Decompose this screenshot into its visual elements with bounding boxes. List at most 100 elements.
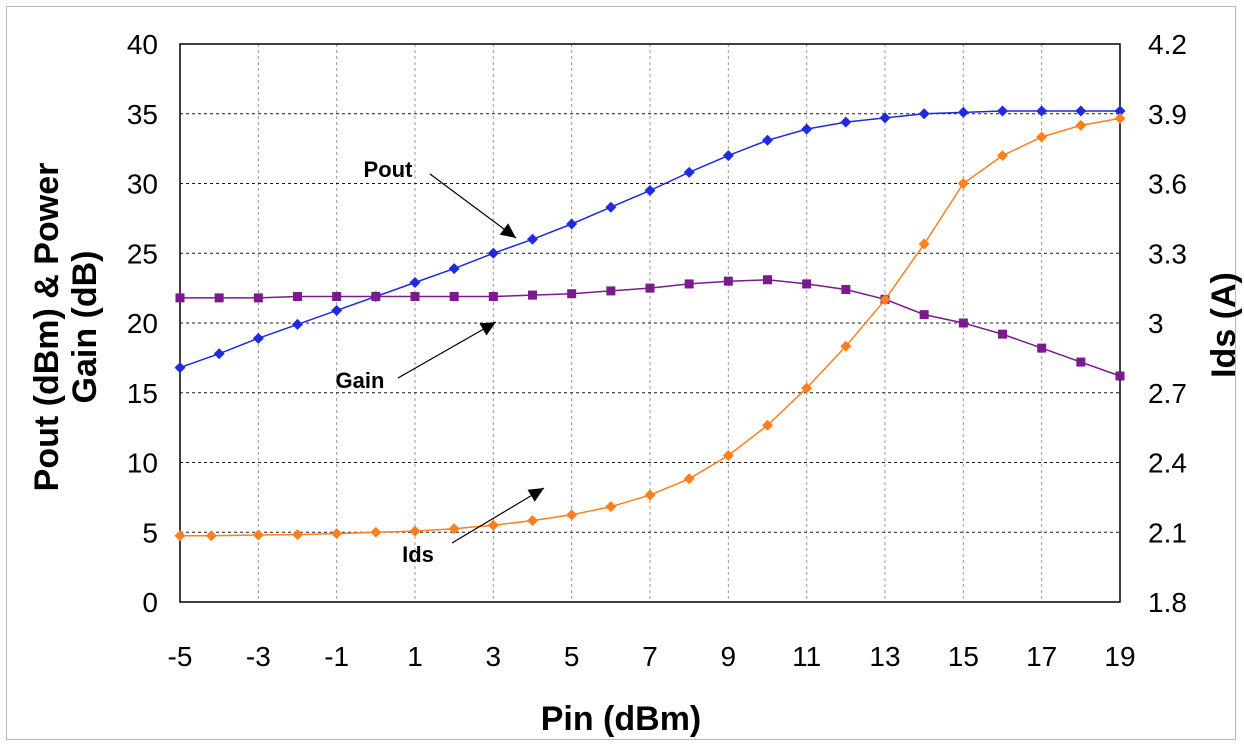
data-point-gain [293,291,302,301]
data-point-ids [762,419,773,431]
data-point-gain [488,291,498,301]
series-group [174,105,1126,542]
data-point-gain [1076,357,1086,367]
left-y-tick-label: 5 [142,517,158,548]
data-point-pout [683,166,695,178]
data-point-pout [409,277,421,289]
x-tick-label: 17 [1026,641,1057,672]
data-point-ids [918,238,930,250]
data-point-pout [331,304,343,316]
data-point-pout [801,123,813,135]
data-point-ids [409,525,421,537]
data-point-pout [879,112,891,124]
data-point-gain [919,310,929,320]
x-tick-label: -3 [246,641,271,672]
right-y-tick-label: 1.8 [1148,587,1187,618]
data-point-ids [1114,112,1126,124]
x-tick-label: -1 [324,641,349,672]
annotation-arrowhead-ids [527,488,544,502]
data-point-ids [879,294,891,306]
data-point-pout [605,201,617,213]
series-line-pout [179,110,1120,369]
data-point-pout [1075,105,1087,117]
left-y-tick-label: 20 [127,308,158,339]
data-point-pout [997,105,1008,117]
data-point-pout [918,108,930,120]
data-point-pout [957,106,969,118]
data-point-ids [722,450,734,462]
data-point-gain [1037,343,1047,353]
data-point-pout [487,247,499,259]
annotation-arrow-ids [451,487,545,544]
x-tick-label: 11 [792,641,821,672]
data-point-pout [840,116,852,128]
data-point-gain [802,279,812,289]
x-tick-label: 1 [407,641,423,672]
data-point-ids [292,529,303,541]
data-point-pout [644,184,656,196]
right-y-tick-label: 4.2 [1148,29,1187,60]
data-point-gain [763,275,772,285]
data-point-ids [252,529,264,541]
data-point-pout [174,362,186,374]
data-point-pout [1036,105,1048,117]
data-point-gain [998,329,1007,339]
grid [179,43,1121,603]
data-point-ids [174,530,186,542]
data-point-gain [958,318,968,328]
data-point-ids [448,523,460,535]
data-point-gain [1115,371,1125,381]
right-y-tick-label: 3 [1148,308,1164,339]
data-point-pout [252,332,264,344]
data-point-ids [527,515,538,527]
annotation-label-ids: Ids [402,542,434,567]
annotation-label-gain: Gain [336,368,385,393]
data-point-ids [1075,119,1087,131]
right-y-axis-title: Ids (A) [1205,272,1243,378]
data-point-gain [253,293,263,303]
right-y-tick-labels: 1.8 2.1 2.4 2.7 3 3.3 3.6 3.9 4.2 [1148,29,1187,618]
right-y-tick-label: 3.3 [1148,238,1187,269]
x-tick-label: 3 [486,641,502,672]
left-y-axis-title-line1: Pout (dBm) & Power [28,163,66,492]
left-y-tick-label: 25 [127,238,158,269]
left-y-tick-labels: 0 5 10 15 20 25 30 35 40 [127,29,158,618]
annotation-arrowhead-gain [479,322,496,336]
plot-area-border [179,43,1121,603]
right-y-tick-label: 2.1 [1148,517,1187,548]
left-y-axis-title-line2: Gain (dB) [66,251,104,404]
data-point-ids [683,473,695,485]
data-point-gain [645,283,655,293]
annotation-label-pout: Pout [364,157,414,182]
x-tick-label: 15 [948,641,979,672]
data-point-pout [448,263,460,275]
data-point-gain [175,293,185,303]
data-point-gain [332,291,342,301]
x-tick-label: 13 [869,641,900,672]
data-point-ids [801,382,813,394]
data-point-ids [1036,131,1048,143]
annotation-arrowhead-pout [499,223,516,238]
left-y-tick-label: 40 [127,29,158,60]
data-point-gain [410,291,420,301]
data-point-gain [684,279,694,289]
x-axis-title: Pin (dBm) [541,700,702,738]
data-point-ids [487,519,499,531]
data-point-gain [528,290,537,300]
data-point-pout [527,233,538,245]
data-point-ids [605,501,617,513]
x-tick-label: 19 [1104,641,1135,672]
data-point-gain [606,286,616,296]
left-y-tick-label: 30 [127,169,158,200]
left-y-tick-label: 35 [127,99,158,130]
data-point-pout [762,134,773,146]
chart-frame [6,6,1236,740]
data-point-gain [567,289,577,299]
annotation-arrow-pout [429,173,517,239]
x-tick-label: -5 [168,641,193,672]
left-y-tick-label: 10 [127,448,158,479]
data-point-ids [370,526,382,538]
annotation-arrow-gain [397,321,497,379]
data-point-gain [449,291,459,301]
